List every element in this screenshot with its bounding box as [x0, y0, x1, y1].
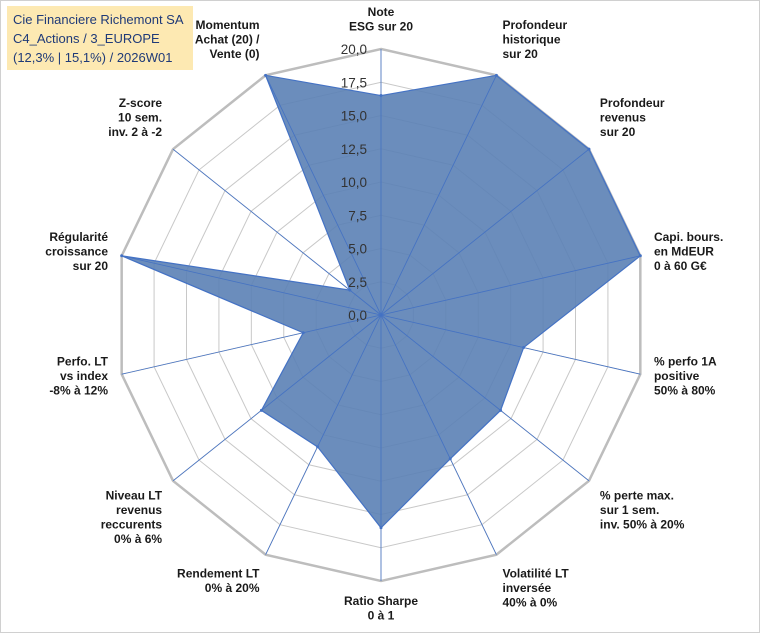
- axis-label: Perfo. LT vs index -8% à 12%: [49, 355, 108, 398]
- axis-label: Momentum Achat (20) / Vente (0): [195, 18, 260, 61]
- tick-label: 12,5: [341, 142, 367, 157]
- axis-label-line: historique: [502, 33, 560, 47]
- axis-label: Note ESG sur 20: [349, 5, 413, 34]
- axis-label-line: ESG sur 20: [349, 20, 413, 34]
- data-point: [348, 288, 352, 292]
- axis-label: Régularité croissance sur 20: [45, 230, 108, 273]
- series-spoke: [380, 75, 497, 316]
- axis-label-line: en MdEUR: [654, 244, 714, 258]
- axis-label-line: sur 20: [73, 259, 109, 273]
- axis-label: Rendement LT 0% à 20%: [177, 566, 260, 595]
- axis-label: Volatilité LT inversée 40% à 0%: [502, 566, 569, 609]
- axis-label-line: revenus: [116, 503, 162, 517]
- data-point: [448, 457, 452, 461]
- axis-label-line: 40% à 0%: [502, 595, 557, 609]
- tick-label: 20,0: [341, 42, 367, 57]
- title-line-perf: (12,3% | 15,1%) / 2026W01: [13, 50, 173, 65]
- axis-label-line: Rendement LT: [177, 566, 260, 580]
- data-point: [499, 408, 503, 412]
- axis-label-line: inv. 50% à 20%: [600, 518, 685, 532]
- axis-label: % perte max. sur 1 sem. inv. 50% à 20%: [600, 489, 685, 532]
- axis-label-line: reccurents: [101, 518, 163, 532]
- data-point: [264, 73, 268, 77]
- axis-label-line: sur 20: [600, 125, 636, 139]
- series-spoke: [380, 314, 590, 482]
- axis-label-line: 0% à 6%: [114, 532, 162, 546]
- axis-label-line: Momentum: [196, 18, 260, 32]
- tick-label: 2,5: [348, 275, 367, 290]
- data-point: [259, 408, 263, 412]
- axis-label: Ratio Sharpe 0 à 1: [344, 594, 418, 623]
- series-spoke: [121, 255, 382, 316]
- tick-label: 0,0: [348, 308, 367, 323]
- data-point: [316, 445, 320, 449]
- axis-label-line: 0 à 1: [368, 609, 395, 623]
- axis-label-line: Niveau LT: [106, 489, 163, 503]
- tick-label: 10,0: [341, 175, 367, 190]
- tick-label: 17,5: [341, 75, 367, 90]
- data-point: [587, 147, 591, 151]
- axis-label: Niveau LT revenus reccurents 0% à 6%: [101, 489, 163, 547]
- axis-label-line: inversée: [502, 581, 551, 595]
- data-point: [379, 526, 383, 530]
- axis-label-line: Profondeur: [600, 96, 665, 110]
- data-point: [638, 254, 642, 258]
- axis-label-line: revenus: [600, 110, 646, 124]
- axis-label-line: croissance: [45, 244, 108, 258]
- axis-label-line: 10 sem.: [118, 110, 162, 124]
- axis-label-line: Z-score: [119, 96, 163, 110]
- data-point: [301, 331, 305, 335]
- axis-label-line: vs index: [60, 369, 108, 383]
- axis-label-line: Perfo. LT: [57, 355, 109, 369]
- axis-label: Capi. bours. en MdEUR 0 à 60 G€: [654, 230, 723, 273]
- axis-label-line: sur 1 sem.: [600, 503, 659, 517]
- series-spoke: [380, 148, 590, 316]
- axis-label-line: Profondeur: [502, 18, 567, 32]
- series-spoke: [380, 255, 641, 316]
- axis-label-line: inv. 2 à -2: [108, 125, 162, 139]
- axis-label-line: Achat (20) /: [195, 33, 260, 47]
- series-spoke: [172, 314, 382, 482]
- chart-title-box: Cie Financiere Richemont SA C4_Actions /…: [7, 6, 193, 70]
- axis-label-line: Note: [368, 5, 395, 19]
- axis-label-line: Ratio Sharpe: [344, 594, 418, 608]
- axis-label-line: % perfo 1A: [654, 355, 717, 369]
- axis-label-line: 0 à 60 G€: [654, 259, 707, 273]
- series-spoke: [265, 75, 382, 316]
- axis-label-line: Vente (0): [209, 47, 259, 61]
- series-spoke: [121, 314, 382, 375]
- data-point: [120, 254, 124, 258]
- axis-label-line: % perte max.: [600, 489, 674, 503]
- tick-label: 15,0: [341, 109, 367, 124]
- series-spoke: [265, 314, 382, 555]
- axis-label: % perfo 1A positive 50% à 80%: [654, 355, 717, 398]
- series-spoke: [380, 314, 641, 375]
- data-point: [522, 346, 526, 350]
- data-point: [494, 73, 498, 77]
- tick-label: 7,5: [348, 208, 367, 223]
- axis-label: Z-score 10 sem. inv. 2 à -2: [108, 96, 162, 139]
- axis-label-line: Régularité: [49, 230, 108, 244]
- series-spoke: [380, 314, 497, 555]
- title-line-company: Cie Financiere Richemont SA: [13, 12, 184, 27]
- title-line-category: C4_Actions / 3_EUROPE: [13, 31, 160, 46]
- tick-label: 5,0: [348, 242, 367, 257]
- axis-label-line: Capi. bours.: [654, 230, 723, 244]
- axis-label-line: Volatilité LT: [502, 566, 569, 580]
- axis-label: Profondeur historique sur 20: [502, 18, 567, 61]
- series-spoke: [172, 148, 382, 316]
- axis-label: Profondeur revenus sur 20: [600, 96, 665, 139]
- data-point: [379, 94, 383, 98]
- axis-label-line: -8% à 12%: [49, 384, 108, 398]
- axis-label-line: sur 20: [502, 47, 538, 61]
- axis-label-line: positive: [654, 369, 700, 383]
- axis-label-line: 0% à 20%: [205, 581, 260, 595]
- axis-label-line: 50% à 80%: [654, 384, 716, 398]
